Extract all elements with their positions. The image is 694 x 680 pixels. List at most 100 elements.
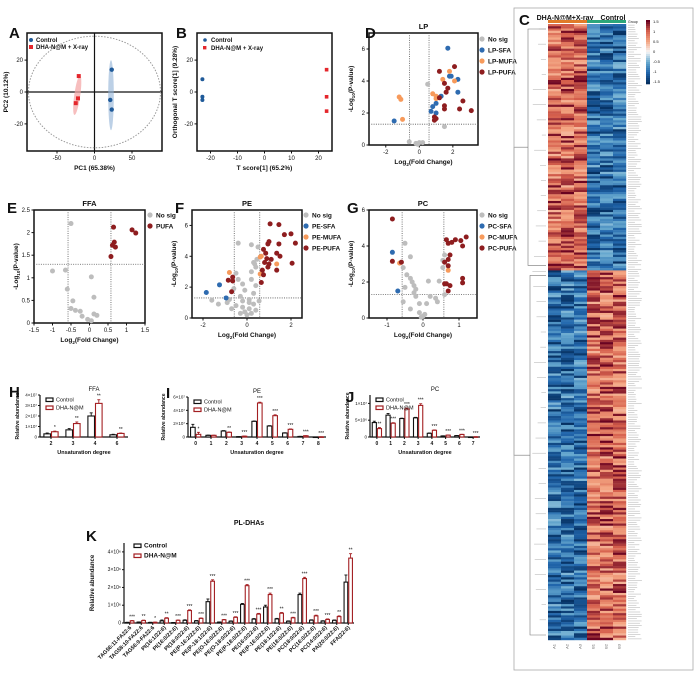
chart-title: PC (418, 199, 429, 208)
x-tick-label: -20 (206, 156, 215, 162)
heatmap-cell (613, 312, 627, 316)
heatmap-cell (613, 436, 627, 439)
heatmap-cell (587, 319, 601, 323)
heatmap-cell (600, 368, 614, 372)
significance-marker: *** (198, 612, 204, 618)
heatmap-cell (587, 525, 601, 529)
heatmap-cell (587, 292, 601, 296)
heatmap-cell (587, 28, 601, 31)
heatmap-cell (587, 259, 601, 262)
heatmap-cell (548, 384, 562, 388)
bar-treated (390, 422, 396, 438)
heatmap-cell (574, 149, 588, 152)
panel-label-b: B (176, 25, 187, 42)
heatmap-cell (574, 91, 588, 94)
heatmap-cell (600, 30, 614, 34)
heatmap-cell (561, 534, 575, 538)
data-point-no-sig (418, 314, 424, 320)
bar-control (371, 422, 377, 438)
heatmap-cell (600, 577, 614, 580)
data-point-pe-pufa (265, 264, 271, 270)
heatmap-cell (587, 245, 601, 249)
x-tick-label: 3 (72, 441, 75, 447)
heatmap-cell (587, 561, 601, 565)
heatmap-cell (548, 312, 562, 316)
heatmap-cell (561, 169, 575, 173)
heatmap-cell (600, 214, 614, 217)
heatmap-cell (613, 279, 627, 282)
heatmap-cell (613, 330, 627, 334)
heatmap-cell (613, 624, 627, 627)
heatmap-cell (613, 429, 627, 432)
heatmap-cell (561, 472, 575, 475)
heatmap-cell (613, 41, 627, 45)
heatmap-cell (548, 187, 562, 190)
heatmap-cell (600, 290, 614, 293)
heatmap-cell (574, 198, 588, 202)
heatmap-cell (613, 185, 627, 188)
bar-control (205, 601, 211, 624)
heatmap-cell (613, 487, 627, 491)
heatmap-cell (561, 136, 575, 139)
heatmap-cell (561, 30, 575, 34)
heatmap-cell (600, 398, 614, 401)
heatmap-cell (613, 286, 627, 289)
heatmap-cell (613, 368, 627, 372)
heatmap-cell (587, 456, 601, 459)
y-tick-label: 1.5 (22, 253, 31, 259)
heatmap-cell (548, 395, 562, 399)
heatmap-cell (600, 270, 614, 273)
heatmap-cell (587, 507, 601, 511)
data-point-pe-pufa (262, 259, 268, 265)
heatmap-cell (574, 272, 588, 276)
heatmap-cell (587, 32, 601, 36)
data-point-no-sig (50, 268, 55, 274)
heatmap-cell (600, 218, 614, 222)
heatmap-cell (574, 147, 588, 150)
heatmap-cell (613, 391, 627, 394)
heatmap-cell (587, 371, 601, 374)
heatmap-cell (574, 84, 588, 87)
heatmap-cell (613, 50, 627, 54)
heatmap-cell (600, 263, 614, 267)
heatmap-cell (574, 227, 588, 231)
heatmap-cell (561, 438, 575, 441)
data-point-lp-mufa (400, 116, 406, 122)
heatmap-cell (548, 174, 562, 177)
heatmap-cell (600, 200, 614, 204)
heatmap-cell (574, 619, 588, 623)
heatmap-cell (574, 595, 588, 598)
x-tick-label: -2 (383, 150, 389, 156)
heatmap-cell (600, 308, 614, 311)
heatmap-cell (574, 326, 588, 329)
heatmap-cell (600, 608, 614, 612)
x-tick-label: 0 (88, 328, 92, 334)
heatmap-cell (613, 400, 627, 403)
heatmap-cell (600, 351, 614, 354)
heatmap-cell (600, 326, 614, 329)
heatmap-cell (548, 528, 562, 531)
bar-treated (267, 594, 273, 624)
heatmap-cell (600, 248, 614, 251)
heatmap-cell (613, 606, 627, 609)
heatmap-cell (574, 550, 588, 553)
heatmap-cell (561, 209, 575, 213)
data-point-pe-pufa (264, 256, 270, 262)
heatmap-cell (548, 138, 562, 141)
heatmap-cell (600, 447, 614, 450)
data-point-no-sig (400, 265, 406, 271)
heatmap-cell (548, 214, 562, 217)
bar-treated (72, 423, 81, 438)
legend-marker (147, 223, 153, 229)
heatmap-cell (613, 183, 627, 186)
heatmap-cell (574, 436, 588, 439)
heatmap-cell (548, 142, 562, 146)
heatmap-cell (587, 409, 601, 412)
significance-marker: *** (404, 402, 410, 408)
heatmap-cell (587, 633, 601, 636)
heatmap-cell (600, 485, 614, 488)
heatmap-cell (613, 478, 627, 482)
heatmap-cell (548, 37, 562, 40)
heatmap-cell (600, 384, 614, 388)
bar-control (343, 581, 349, 624)
